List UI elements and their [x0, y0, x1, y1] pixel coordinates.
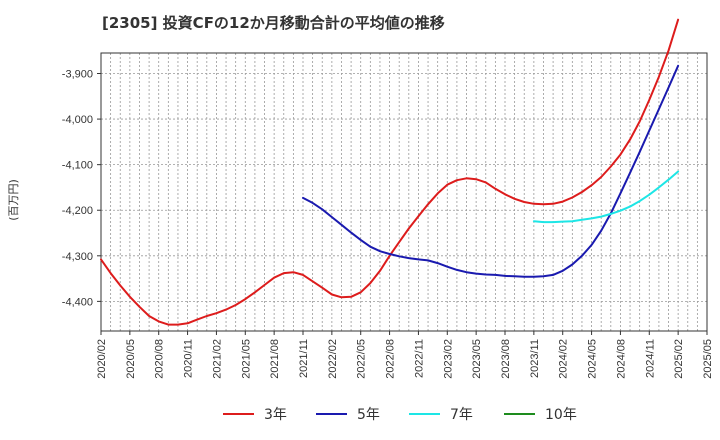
x-tick-label: 2022/05 [356, 339, 368, 379]
x-tick-label: 2020/02 [96, 339, 108, 379]
x-tick-label: 2022/08 [385, 339, 397, 379]
plot-grid [101, 53, 707, 331]
x-tick-label: 2020/11 [183, 339, 195, 378]
chart-title: [2305] 投資CFの12か月移動合計の平均値の推移 [102, 14, 445, 32]
y-tick-label: -3,900 [62, 69, 93, 81]
x-tick-label: 2020/05 [125, 339, 137, 379]
series-line-7年 [532, 170, 680, 224]
x-tick-label: 2023/08 [500, 339, 512, 379]
x-tick-label: 2021/08 [269, 339, 281, 379]
legend-label: 5年 [357, 407, 380, 423]
legend-label: 7年 [450, 407, 473, 423]
series-lines [100, 18, 680, 326]
x-tick-label: 2023/05 [471, 339, 483, 379]
legend-label: 3年 [264, 407, 287, 423]
x-tick-label: 2021/11 [298, 339, 310, 378]
legend-label: 10年 [545, 407, 577, 423]
x-tick-label: 2021/02 [211, 339, 223, 379]
y-tick-label: -4,300 [62, 251, 93, 263]
y-tick-label: -4,200 [62, 205, 93, 217]
x-tick-label: 2020/08 [154, 339, 166, 379]
x-tick-label: 2022/11 [413, 339, 425, 378]
series-line-5年 [302, 64, 680, 278]
y-tick-label: -4,100 [62, 160, 93, 172]
x-tick-label: 2023/11 [529, 339, 541, 378]
x-tick-label: 2023/02 [442, 339, 454, 379]
x-axis-ticks: 2020/02 2020/05 2020/08 2020/11 2021/02 2021/… [96, 331, 714, 379]
x-tick-label: 2024/05 [587, 339, 599, 379]
x-tick-label: 2025/05 [702, 339, 714, 379]
series-line-3年 [100, 18, 680, 326]
y-tick-label: -4,400 [62, 296, 93, 308]
x-tick-label: 2025/02 [673, 339, 685, 379]
y-tick-label: -4,000 [62, 114, 93, 126]
x-tick-label: 2024/11 [644, 339, 656, 378]
x-tick-label: 2024/02 [558, 339, 570, 379]
legend: 3年 5年 7年 10年 [223, 407, 577, 423]
y-axis-ticks: -3,900 -4,000 -4,100 -4,200 -4,300 -4,400 [62, 69, 101, 308]
x-tick-label: 2024/08 [615, 339, 627, 379]
y-axis-label: (百万円) [7, 179, 20, 221]
x-tick-label: 2021/05 [240, 339, 252, 379]
x-tick-label: 2022/02 [327, 339, 339, 379]
plot-frame [100, 52, 708, 332]
